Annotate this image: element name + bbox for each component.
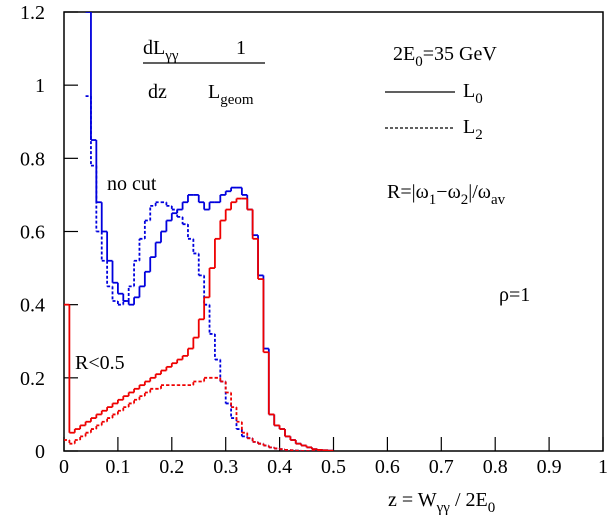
legend-label: L2 [463,116,483,143]
subscript: 0 [475,91,483,107]
x-tick-label: 0.5 [321,456,346,478]
x-tick-label: 0.2 [159,456,184,478]
y-tick-label: 0.2 [20,368,45,390]
formula-denominator: dz [148,81,167,103]
text-part: L [463,116,475,138]
text-part: 1 [236,37,246,59]
subscript: 0 [488,500,496,516]
text-part: z = W [388,489,437,511]
subscript: 0 [415,54,423,70]
rho-label: ρ=1 [499,284,530,306]
plot-area [64,12,334,451]
r-cut-label: R<0.5 [75,352,125,374]
text-part: R<0.5 [75,352,125,374]
no-cut-label: no cut [107,173,157,195]
text-part: dL [143,37,165,59]
x-tick-label: 0.6 [375,456,400,478]
subscript: 2 [461,192,469,208]
x-tick-label: 0.8 [483,456,508,478]
x-tick-label: 1 [598,456,608,478]
y-tick-label: 0.6 [20,222,45,244]
x-tick-label: 0.7 [429,456,454,478]
text-part: no cut [107,173,157,195]
r-definition: R=|ω1−ω2|/ωav [387,181,506,208]
text-part: −ω [436,181,460,203]
formula-denominator: Lgeom [208,81,254,108]
text-part: |/ω [468,181,491,203]
formula-numerator: 1 [236,37,246,59]
x-tick-label: 0.4 [267,456,292,478]
subscript: 1 [429,192,437,208]
y-tick-label: 0 [35,441,45,463]
text-part: R=|ω [387,181,429,203]
subscript: geom [220,92,254,108]
text-part: ρ=1 [499,284,530,306]
subscript: γγ [436,500,451,516]
text-part: / 2E [450,489,488,511]
y-tick-label: 1 [35,75,45,97]
x-axis-label: z = Wγγ / 2E0 [388,489,495,516]
formula-numerator: dLγγ [143,37,179,64]
x-tick-label: 0.3 [213,456,238,478]
subscript: av [491,192,506,208]
subscript: 2 [475,127,483,143]
text-part: L [463,80,475,102]
y-tick-label: 1.2 [20,2,45,24]
x-tick-label: 0.9 [537,456,562,478]
x-tick-label: 0.1 [105,456,130,478]
x-tick-label: 0 [59,456,69,478]
y-tick-label: 0.4 [20,295,45,317]
text-part: dz [148,81,167,103]
text-part: 2E [393,43,415,65]
text-part: L [208,81,220,103]
y-tick-label: 0.8 [20,148,45,170]
energy-label: 2E0=35 GeV [393,43,497,70]
legend-label: L0 [463,80,483,107]
subscript: γγ [164,48,179,64]
text-part: =35 GeV [423,43,498,65]
